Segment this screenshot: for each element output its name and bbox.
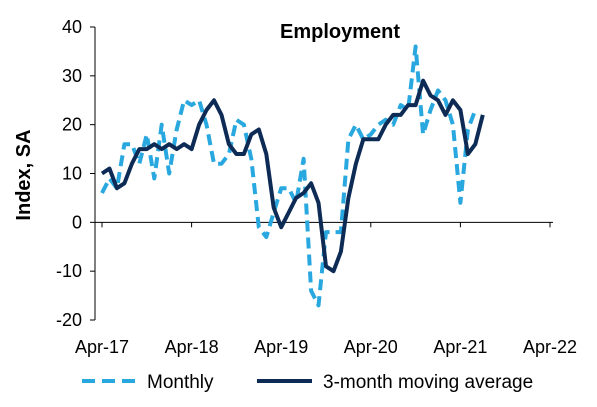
y-tick-label: -10	[56, 261, 82, 281]
series-lines	[100, 44, 485, 308]
x-tick-label: Apr-21	[433, 337, 487, 357]
y-tick-label: 30	[62, 66, 82, 86]
y-tick-label: 10	[62, 164, 82, 184]
series-line-moving-average	[100, 78, 485, 274]
legend: Monthly 3-month moving average	[82, 372, 533, 393]
y-tick-label: 40	[62, 17, 82, 37]
x-axis: Apr-17 Apr-18 Apr-19 Apr-20 Apr-21 Apr-22	[75, 221, 577, 357]
y-tick-label: 0	[72, 212, 82, 232]
y-tick-label: -20	[56, 310, 82, 330]
legend-label-moving-average: 3-month moving average	[323, 372, 533, 393]
legend-label-monthly: Monthly	[147, 372, 214, 393]
y-axis: -20 -10 0 10 20 30 40	[56, 17, 96, 330]
chart-title: Employment	[280, 21, 400, 43]
x-tick-label: Apr-22	[523, 337, 577, 357]
y-tick-label: 20	[62, 115, 82, 135]
series-line-monthly	[100, 44, 478, 308]
y-axis-label: Index, SA	[13, 129, 35, 220]
x-tick-label: Apr-18	[165, 337, 219, 357]
x-tick-label: Apr-17	[75, 337, 129, 357]
x-tick-label: Apr-20	[344, 337, 398, 357]
x-tick-label: Apr-19	[254, 337, 308, 357]
